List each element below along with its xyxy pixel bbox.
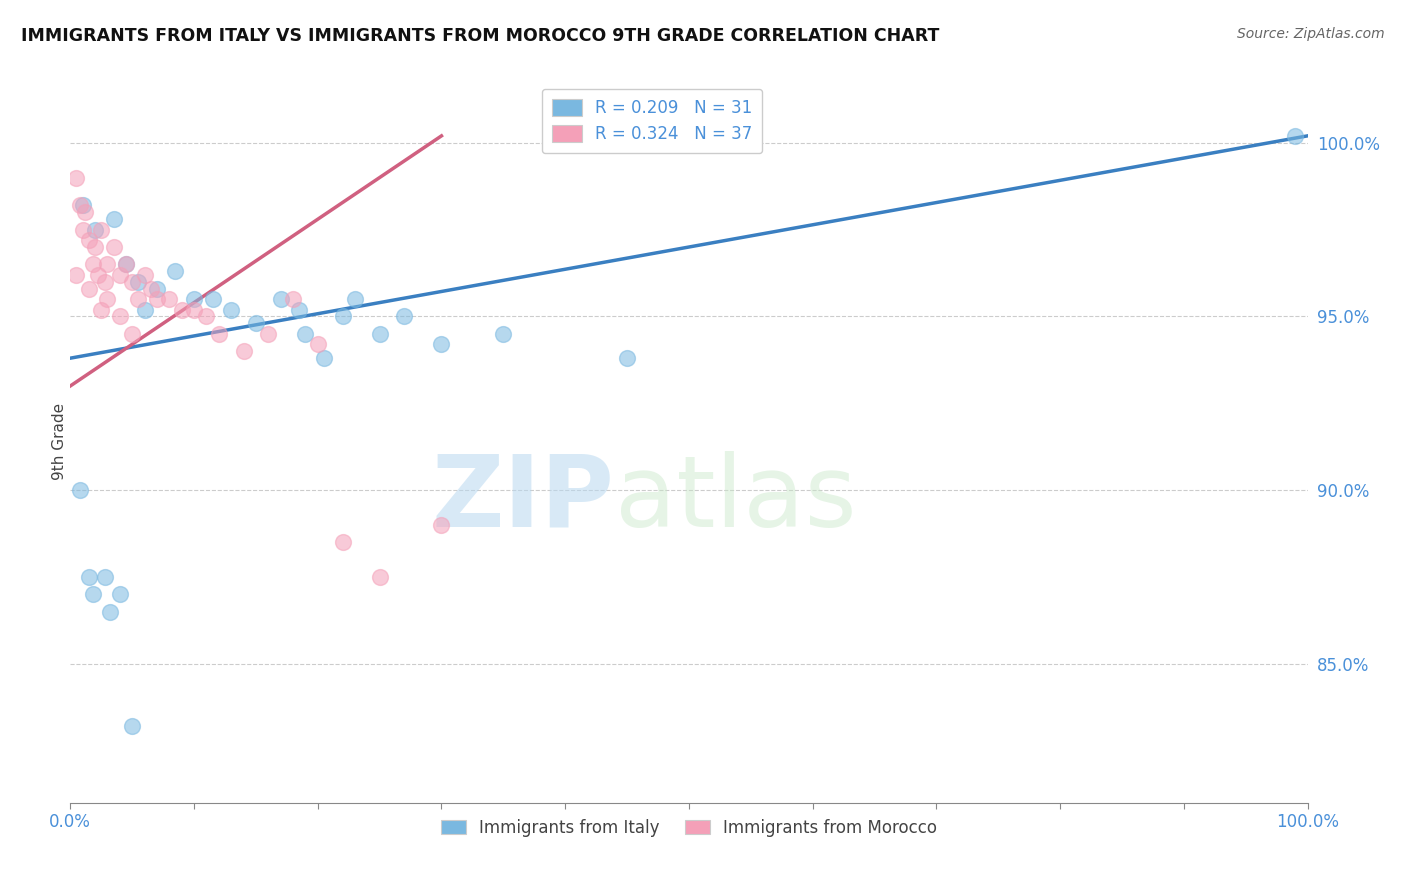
Point: [94, 275, 117, 289]
Point: [127, 292, 149, 306]
Point: [121, 719, 143, 733]
Point: [139, 282, 162, 296]
Point: [257, 326, 280, 341]
Point: [170, 302, 193, 317]
Point: [108, 587, 131, 601]
Point: [232, 344, 254, 359]
Point: [98, 605, 121, 619]
Point: [69, 198, 91, 212]
Point: [90, 222, 112, 236]
Point: [103, 212, 125, 227]
Point: [368, 570, 391, 584]
Point: [195, 310, 218, 324]
Point: [157, 292, 180, 306]
Point: [343, 292, 366, 306]
Point: [77, 233, 100, 247]
Point: [86, 268, 108, 282]
Point: [294, 326, 316, 341]
Point: [307, 337, 329, 351]
Point: [219, 302, 242, 317]
Point: [270, 292, 292, 306]
Point: [134, 302, 156, 317]
Point: [134, 268, 156, 282]
Point: [75, 205, 97, 219]
Point: [394, 310, 416, 324]
Point: [72, 222, 94, 236]
Point: [127, 275, 149, 289]
Text: atlas: atlas: [614, 450, 856, 548]
Point: [183, 302, 205, 317]
Point: [77, 282, 100, 296]
Point: [1284, 128, 1306, 143]
Point: [115, 257, 138, 271]
Point: [146, 282, 169, 296]
Point: [312, 351, 335, 366]
Point: [165, 264, 187, 278]
Point: [82, 587, 104, 601]
Text: Source: ZipAtlas.com: Source: ZipAtlas.com: [1237, 27, 1385, 41]
Point: [103, 240, 125, 254]
Text: ZIP: ZIP: [432, 450, 614, 548]
Point: [208, 326, 231, 341]
Point: [65, 170, 87, 185]
Point: [65, 268, 87, 282]
Point: [82, 257, 104, 271]
Point: [90, 302, 112, 317]
Text: IMMIGRANTS FROM ITALY VS IMMIGRANTS FROM MOROCCO 9TH GRADE CORRELATION CHART: IMMIGRANTS FROM ITALY VS IMMIGRANTS FROM…: [21, 27, 939, 45]
Point: [108, 268, 131, 282]
Point: [492, 326, 515, 341]
Point: [84, 222, 107, 236]
Point: [69, 483, 91, 498]
Point: [115, 257, 138, 271]
Legend: Immigrants from Italy, Immigrants from Morocco: Immigrants from Italy, Immigrants from M…: [433, 810, 945, 845]
Point: [94, 570, 117, 584]
Point: [332, 310, 354, 324]
Point: [288, 302, 311, 317]
Point: [121, 275, 143, 289]
Point: [77, 570, 100, 584]
Point: [146, 292, 169, 306]
Point: [96, 292, 118, 306]
Point: [96, 257, 118, 271]
Y-axis label: 9th Grade: 9th Grade: [52, 403, 66, 480]
Point: [281, 292, 304, 306]
Point: [72, 198, 94, 212]
Point: [121, 326, 143, 341]
Point: [201, 292, 224, 306]
Point: [84, 240, 107, 254]
Point: [430, 517, 453, 532]
Point: [183, 292, 205, 306]
Point: [430, 337, 453, 351]
Point: [332, 535, 354, 549]
Point: [108, 310, 131, 324]
Point: [368, 326, 391, 341]
Point: [245, 317, 267, 331]
Point: [616, 351, 638, 366]
